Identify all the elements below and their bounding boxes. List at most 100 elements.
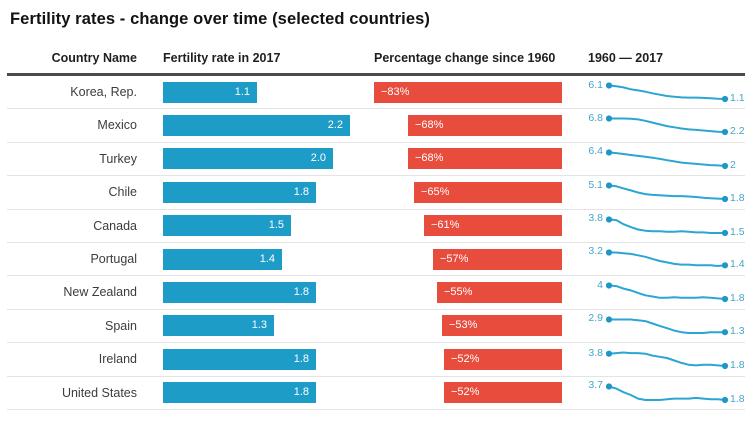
country-label: Spain [105, 318, 137, 333]
fertility-bar: 2.2 [163, 115, 350, 137]
trend-sparkline [606, 115, 729, 136]
trend-sparkline-cell: 3.8 1.5 [562, 210, 750, 242]
sparkline-path [608, 284, 726, 301]
trend-sparkline-cell: 4 1.8 [562, 276, 750, 308]
fertility-value-label: 1.4 [259, 252, 275, 265]
sparkline-end-value: 2 [730, 158, 736, 171]
sparkline-start-dot [606, 115, 613, 122]
sparkline-path [608, 385, 726, 401]
fertility-bar-cell: 1.8 [163, 377, 374, 409]
pct-change-bar: −61% [424, 215, 562, 237]
country-label: Canada [93, 218, 137, 233]
country-label: Portugal [90, 251, 137, 266]
pct-change-label: −57% [440, 252, 469, 265]
trend-sparkline [606, 382, 729, 403]
table-row: United States 1.8 −52% 3.7 1.8 [7, 377, 745, 410]
sparkline-path [608, 218, 726, 234]
fertility-bar: 1.5 [163, 215, 291, 237]
pct-change-cell: −52% [374, 343, 562, 375]
table-row: Mexico 2.2 −68% 6.8 2.2 [7, 109, 745, 143]
fertility-bar: 1.8 [163, 181, 316, 203]
pct-change-cell: −68% [374, 143, 562, 175]
fertility-bar: 1.4 [163, 248, 282, 270]
country-label: New Zealand [63, 285, 137, 300]
fertility-bar-cell: 2.2 [163, 109, 374, 141]
sparkline-end-value: 2.2 [730, 125, 745, 138]
sparkline-start-value: 3.8 [588, 346, 603, 359]
sparkline-start-dot [606, 350, 613, 357]
pct-change-bar: −53% [442, 315, 562, 337]
table-row: Ireland 1.8 −52% 3.8 1.8 [7, 343, 745, 377]
column-header-fertility-rate: Fertility rate in 2017 [163, 51, 281, 65]
country-label: Mexico [97, 118, 137, 133]
trend-sparkline-cell: 6.8 2.2 [562, 109, 750, 141]
sparkline-end-value: 1.3 [730, 324, 745, 337]
sparkline-end-dot [721, 363, 729, 370]
pct-change-cell: −65% [374, 176, 562, 208]
fertility-bar-cell: 2.0 [163, 143, 374, 175]
trend-sparkline-cell: 3.2 1.4 [562, 243, 750, 275]
fertility-value-label: 1.8 [293, 386, 309, 399]
table-row: Spain 1.3 −53% 2.9 1.3 [7, 310, 745, 344]
pct-change-label: −68% [415, 119, 444, 132]
fertility-bar-cell: 1.8 [163, 176, 374, 208]
sparkline-start-dot [606, 149, 613, 156]
sparkline-start-dot [606, 249, 613, 256]
fertility-bar: 1.8 [163, 382, 316, 404]
column-header-country: Country Name [51, 51, 137, 65]
sparkline-start-value: 2.9 [588, 312, 603, 325]
trend-sparkline [606, 215, 729, 236]
trend-sparkline [606, 182, 729, 203]
pct-change-bar: −68% [408, 148, 562, 170]
sparkline-end-value: 1.8 [730, 192, 745, 205]
sparkline-end-value: 1.1 [730, 92, 745, 104]
sparkline-end-dot [721, 328, 729, 336]
sparkline-end-value: 1.5 [730, 225, 745, 238]
fertility-bar: 1.8 [163, 282, 316, 304]
pct-change-bar: −65% [414, 181, 562, 203]
sparkline-start-value: 5.1 [588, 178, 603, 191]
pct-change-label: −52% [451, 352, 480, 365]
sparkline-start-value: 6.1 [588, 78, 603, 91]
sparkline-end-value: 1.8 [730, 359, 745, 372]
fertility-bar: 1.3 [163, 315, 274, 337]
pct-change-bar: −57% [433, 248, 562, 270]
trend-sparkline-cell: 3.7 1.8 [562, 377, 750, 409]
sparkline-end-value: 1.8 [730, 392, 745, 405]
sparkline-start-value: 3.7 [588, 379, 603, 392]
pct-change-label: −52% [451, 386, 480, 399]
trend-sparkline-cell: 5.1 1.8 [562, 176, 750, 208]
fertility-bar: 1.8 [163, 348, 316, 370]
sparkline-start-dot [606, 282, 613, 289]
sparkline-start-value: 6.8 [588, 111, 603, 124]
sparkline-end-value: 1.4 [730, 258, 745, 271]
table-row: Portugal 1.4 −57% 3.2 1.4 [7, 243, 745, 277]
table-row: New Zealand 1.8 −55% 4 1.8 [7, 276, 745, 310]
country-label: Chile [108, 185, 138, 200]
column-header-year-range: 1960 — 2017 [588, 51, 664, 65]
table-row: Korea, Rep. 1.1 −83% 6.1 1.1 [7, 76, 745, 110]
pct-change-bar: −68% [408, 115, 562, 137]
sparkline-start-dot [606, 215, 613, 223]
column-header-percentage-change: Percentage change since 1960 [374, 51, 556, 65]
sparkline-path [608, 184, 726, 201]
sparkline-path [608, 151, 726, 167]
sparkline-start-dot [606, 82, 613, 89]
sparkline-end-dot [721, 229, 729, 236]
fertility-bar-cell: 1.8 [163, 276, 374, 308]
country-label: Korea, Rep. [70, 85, 137, 99]
table-row: Canada 1.5 −61% 3.8 1.5 [7, 210, 745, 243]
table-row: Chile 1.8 −65% 5.1 1.8 [7, 176, 745, 210]
sparkline-end-dot [721, 262, 729, 269]
pct-change-cell: −83% [374, 76, 562, 108]
sparkline-start-value: 6.4 [588, 145, 603, 158]
fertility-value-label: 1.5 [268, 219, 284, 232]
fertility-bar: 1.1 [163, 81, 257, 103]
sparkline-start-dot [606, 182, 613, 189]
country-label: Turkey [99, 151, 137, 166]
pct-change-label: −55% [444, 286, 473, 299]
pct-change-label: −61% [431, 219, 460, 232]
sparkline-path [608, 351, 726, 368]
pct-change-label: −65% [421, 185, 450, 198]
table-row: Turkey 2.0 −68% 6.4 2 [7, 143, 745, 177]
